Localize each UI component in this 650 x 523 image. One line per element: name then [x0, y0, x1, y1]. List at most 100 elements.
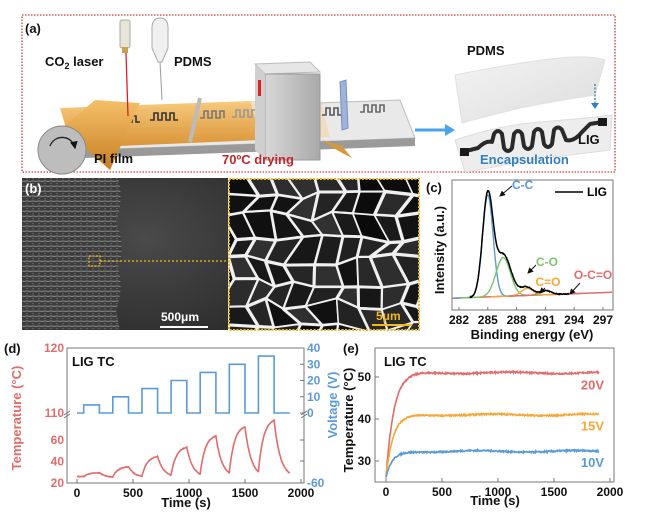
right-y-tick-label: 10: [307, 390, 321, 404]
x-axis-title: Time (s): [470, 493, 520, 508]
pore-cell: [394, 211, 419, 244]
pore-cell: [391, 252, 419, 286]
chart-title: LIG TC: [72, 354, 115, 369]
peak-pointer-arrow: [527, 264, 537, 274]
peak-label-O-C=O: O-C=O: [574, 268, 612, 282]
x-tick-label: 1500: [232, 486, 259, 500]
lig-pad-left: [460, 148, 469, 156]
y-axis-title: Temperature (°C): [341, 368, 356, 473]
panel-a-label: (a): [25, 21, 41, 36]
series-line-15V: [385, 411, 600, 478]
right-y-tick-label: -60: [307, 476, 325, 490]
pore-cell: [356, 285, 384, 311]
down-arrow-head: [591, 103, 599, 109]
x-tick-label: 1500: [541, 485, 568, 499]
pdms-layer-label: PDMS: [467, 43, 505, 58]
x-tick-label: 1000: [485, 485, 512, 499]
pi-film-label: PI film: [94, 151, 133, 166]
drying-oven-side: [255, 64, 265, 160]
lig-pad-right: [598, 118, 607, 126]
x-tick-label: 294: [564, 313, 584, 327]
temperature-line: [77, 418, 291, 479]
roll-end: [37, 125, 87, 175]
panel-c-xps-chart: (c) C-C C-O C=O O-C=O 282 285 288 291 294 297 LI…: [426, 178, 614, 342]
axis-break-mark: [63, 410, 71, 419]
peak-pointer-arrow: [499, 185, 513, 197]
left-y-tick-label: 120: [44, 341, 64, 355]
panel-c-label: (c): [426, 180, 442, 195]
peak-label-C=O: C=O: [535, 275, 560, 289]
left-y-tick-label: 20: [51, 476, 65, 490]
panel-a: (a): [21, 14, 616, 175]
co2-laser-label: CO2 laser: [45, 54, 104, 71]
drying-label: 70ºC drying: [222, 152, 294, 167]
fit-component-C=O: [490, 287, 564, 298]
panel-b: 500μm 5μm (b): [22, 178, 453, 348]
series-label-10V: 10V: [581, 455, 604, 470]
right-y-tick-label: 20: [307, 374, 321, 388]
left-y-tick-label: 110: [45, 406, 65, 420]
panel-b-label: (b): [25, 181, 42, 196]
pore-cell: [394, 193, 419, 219]
lig-serpentine: [461, 120, 603, 154]
series-line-10V: [385, 447, 600, 478]
pi-film-roll: [62, 100, 140, 170]
pore-cell: [335, 297, 370, 330]
conveyor-side: [85, 138, 415, 158]
pore-cell: [399, 301, 419, 324]
y-tick-label: 50: [358, 370, 372, 384]
process-arrow-head: [445, 124, 455, 136]
porous-graphene-network: [229, 179, 453, 348]
pdms-dispenser: [151, 17, 169, 63]
series-line-20V: [385, 369, 600, 478]
voltage-line: [77, 355, 290, 414]
left-y-axis-title: Temperature (°C): [9, 366, 24, 471]
x-tick-label: 285: [478, 313, 498, 327]
scale-bar-right-label: 5μm: [376, 309, 401, 323]
legend-label: LIG: [587, 185, 607, 199]
x-tick-label: 297: [593, 313, 613, 327]
peak-pointer-arrow: [539, 287, 546, 294]
pore-cell: [418, 322, 453, 348]
x-tick-label: 500: [432, 485, 452, 499]
pore-cell: [405, 179, 419, 197]
drying-oven: [253, 61, 322, 75]
right-y-tick-label: 30: [307, 357, 321, 371]
x-tick-label: 0: [74, 486, 81, 500]
laser-beam: [125, 52, 129, 117]
peak-pointer-arrow: [569, 282, 581, 295]
panel-d-label: (d): [4, 341, 21, 356]
blade: [339, 79, 349, 131]
peak-label-C-O: C-O: [536, 255, 558, 269]
x-tick-label: 1000: [176, 486, 203, 500]
pore-cell: [318, 322, 340, 330]
pore-cell: [271, 323, 302, 330]
series-label-15V: 15V: [581, 418, 604, 433]
dispenser-needle: [159, 61, 163, 101]
pdms-dispenser-label: PDMS: [174, 54, 212, 69]
x-tick-label: 2000: [597, 485, 624, 499]
right-y-tick-label: 40: [307, 341, 321, 355]
laser-scribed-region: [22, 178, 122, 330]
pore-cell: [229, 323, 261, 330]
pore-cell: [296, 322, 325, 330]
pore-cell: [407, 321, 419, 330]
series-label-20V: 20V: [581, 378, 604, 393]
x-tick-label: 0: [383, 485, 390, 499]
peeling-film: [322, 140, 352, 158]
laser-nozzle: [122, 47, 128, 53]
x-axis-title: Time (s): [161, 495, 211, 510]
sem-high-mag-frame: [228, 178, 420, 331]
lig-label: LIG: [578, 132, 600, 147]
pore-cell: [391, 236, 419, 259]
right-y-tick-label: 0: [307, 406, 314, 420]
scale-bar-left-label: 500μm: [161, 310, 199, 324]
y-tick-label: 30: [358, 454, 372, 468]
x-tick-label: 291: [535, 313, 555, 327]
pore-cell: [415, 305, 419, 311]
panel-e-label: (e): [343, 341, 359, 356]
drying-oven-front: [264, 73, 321, 161]
x-tick-label: 500: [123, 486, 143, 500]
pore-cell: [376, 329, 389, 330]
